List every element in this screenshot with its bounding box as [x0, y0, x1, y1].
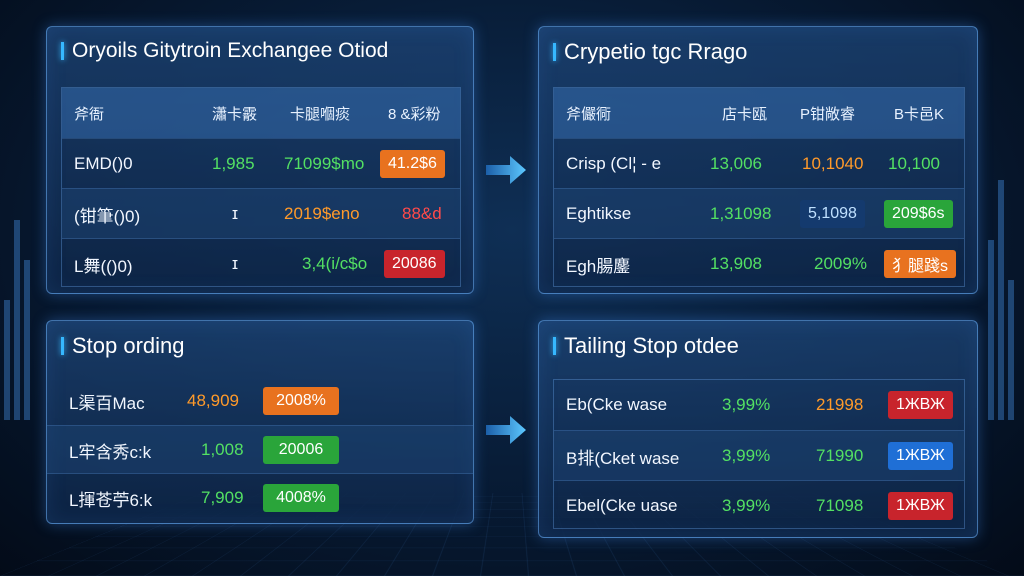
- table-header-row: 斧衙 瀟卡霰 卡腿嗰痰 8 &彩粉: [62, 88, 460, 138]
- status-badge: 4008%: [263, 484, 339, 512]
- value-cell: 71990: [816, 431, 886, 481]
- right-arrow-icon: [484, 152, 528, 188]
- column-header: 斧衙: [74, 88, 174, 138]
- pair-cell: Eghtikse: [566, 189, 706, 239]
- status-badge: 20086: [384, 250, 445, 278]
- column-header: 瀟卡霰: [212, 88, 282, 138]
- pair-cell: L牢含秀c:k: [69, 426, 199, 474]
- value-badge: 5,1098: [800, 200, 865, 228]
- value-cell: 71099$mo: [284, 139, 384, 189]
- pair-cell: L舞(()0): [74, 239, 204, 289]
- value-cell: 3,99%: [722, 481, 792, 531]
- value-cell: 2019$eno: [284, 189, 384, 239]
- value-cell: ɪ: [232, 239, 272, 289]
- crypto-table: 斧儼衕 店卡瓯 P钳敞睿 B卡邑K Crisp (Cl¦ - e 13,006 …: [553, 87, 965, 287]
- pair-cell: B排(Cket wase: [566, 431, 716, 481]
- table-row[interactable]: L牢含秀c:k 1,008 20006: [47, 425, 473, 474]
- table-row[interactable]: L舞(()0) ɪ 3,4(i/c$o 20086: [62, 238, 460, 289]
- value-cell: 2009%: [814, 239, 884, 289]
- pair-cell: (钳筆()0): [74, 189, 204, 239]
- panel-title: Tailing Stop otdee: [553, 333, 739, 359]
- value-cell: 10,1040: [802, 139, 882, 189]
- value-cell: 71098: [816, 481, 886, 531]
- table-row[interactable]: B排(Cket wase 3,99% 71990 1ЖВЖ: [554, 430, 964, 481]
- stop-order-title: Stop ording: [72, 333, 185, 359]
- crypto-panel-title: Crypetio tgc Rrago: [564, 39, 747, 65]
- column-header: B卡邑K: [894, 88, 964, 138]
- title-marker: [61, 42, 64, 60]
- status-badge: 20006: [263, 436, 339, 464]
- trailing-stop-panel: Tailing Stop otdee Eb(Cke wase 3,99% 219…: [538, 320, 978, 538]
- status-badge: 209$6s: [884, 200, 953, 228]
- table-header-row: 斧儼衕 店卡瓯 P钳敞睿 B卡邑K: [554, 88, 964, 138]
- table-row[interactable]: Egh腸鏖 13,908 2009% 犭腿踐s: [554, 238, 964, 289]
- crypto-range-panel: Crypetio tgc Rrago 斧儼衕 店卡瓯 P钳敞睿 B卡邑K Cri…: [538, 26, 978, 294]
- panel-title: Crypetio tgc Rrago: [553, 39, 747, 65]
- status-badge: 41.2$6: [380, 150, 445, 178]
- value-cell: 88&d: [402, 189, 462, 239]
- exchange-order-panel: Oryoils Gitytroin Exchangee Otiod 斧衙 瀟卡霰…: [46, 26, 474, 294]
- value-cell: 21998: [816, 380, 886, 430]
- column-header: 斧儼衕: [566, 88, 666, 138]
- pair-cell: Ebel(Cke uase: [566, 481, 716, 531]
- title-marker: [553, 43, 556, 61]
- pair-cell: Crisp (Cl¦ - e: [566, 139, 706, 189]
- table-row[interactable]: Ebel(Cke uase 3,99% 71098 1ЖВЖ: [554, 480, 964, 531]
- pair-cell: L渠百Mac: [69, 377, 199, 425]
- pair-cell: Eb(Cke wase: [566, 380, 716, 430]
- value-cell: 48,909: [187, 377, 267, 425]
- status-badge: 1ЖВЖ: [888, 442, 953, 470]
- table-row[interactable]: L揮苍苧6:k 7,909 4008%: [47, 473, 473, 522]
- pair-cell: EMD()0: [74, 139, 204, 189]
- value-cell: 3,99%: [722, 380, 792, 430]
- column-header: 店卡瓯: [722, 88, 792, 138]
- value-cell: 13,006: [710, 139, 790, 189]
- exchange-panel-title: Oryoils Gitytroin Exchangee Otiod: [72, 39, 388, 63]
- panel-title: Stop ording: [61, 333, 185, 359]
- value-cell: 1,31098: [710, 189, 790, 239]
- stop-order-panel: Stop ording L渠百Mac 48,909 2008% L牢含秀c:k …: [46, 320, 474, 524]
- background-chart-left: [0, 120, 40, 420]
- table-row[interactable]: EMD()0 1,985 71099$mo 41.2$6: [62, 138, 460, 189]
- panel-title: Oryoils Gitytroin Exchangee Otiod: [61, 39, 388, 63]
- table-row[interactable]: Eb(Cke wase 3,99% 21998 1ЖВЖ: [554, 380, 964, 430]
- table-row[interactable]: (钳筆()0) ɪ 2019$eno 88&d: [62, 188, 460, 239]
- title-marker: [61, 337, 64, 355]
- value-cell: 3,4(i/c$o: [302, 239, 392, 289]
- column-header: 卡腿嗰痰: [290, 88, 380, 138]
- status-badge: 犭腿踐s: [884, 250, 956, 278]
- pair-cell: L揮苍苧6:k: [69, 474, 199, 522]
- table-row[interactable]: L渠百Mac 48,909 2008%: [47, 377, 473, 425]
- value-cell: 7,909: [201, 474, 271, 522]
- stop-order-table: L渠百Mac 48,909 2008% L牢含秀c:k 1,008 20006 …: [47, 377, 473, 523]
- title-marker: [553, 337, 556, 355]
- trailing-stop-title: Tailing Stop otdee: [564, 333, 739, 359]
- exchange-table: 斧衙 瀟卡霰 卡腿嗰痰 8 &彩粉 EMD()0 1,985 71099$mo …: [61, 87, 461, 287]
- pair-cell: Egh腸鏖: [566, 239, 706, 289]
- status-badge: 1ЖВЖ: [888, 391, 953, 419]
- value-cell: 13,908: [710, 239, 790, 289]
- trailing-stop-table: Eb(Cke wase 3,99% 21998 1ЖВЖ B排(Cket was…: [553, 379, 965, 529]
- background-chart-right: [984, 120, 1024, 420]
- status-badge: 2008%: [263, 387, 339, 415]
- value-cell: ɪ: [232, 189, 272, 239]
- table-row[interactable]: Eghtikse 1,31098 5,1098 209$6s: [554, 188, 964, 239]
- value-cell: 1,008: [201, 426, 271, 474]
- column-header: 8 &彩粉: [388, 88, 458, 138]
- status-badge: 1ЖВЖ: [888, 492, 953, 520]
- value-cell: 3,99%: [722, 431, 792, 481]
- right-arrow-icon: [484, 412, 528, 448]
- column-header: P钳敞睿: [800, 88, 890, 138]
- table-row[interactable]: Crisp (Cl¦ - e 13,006 10,1040 10,100: [554, 138, 964, 189]
- value-cell: 1,985: [212, 139, 282, 189]
- value-cell: 10,100: [888, 139, 964, 189]
